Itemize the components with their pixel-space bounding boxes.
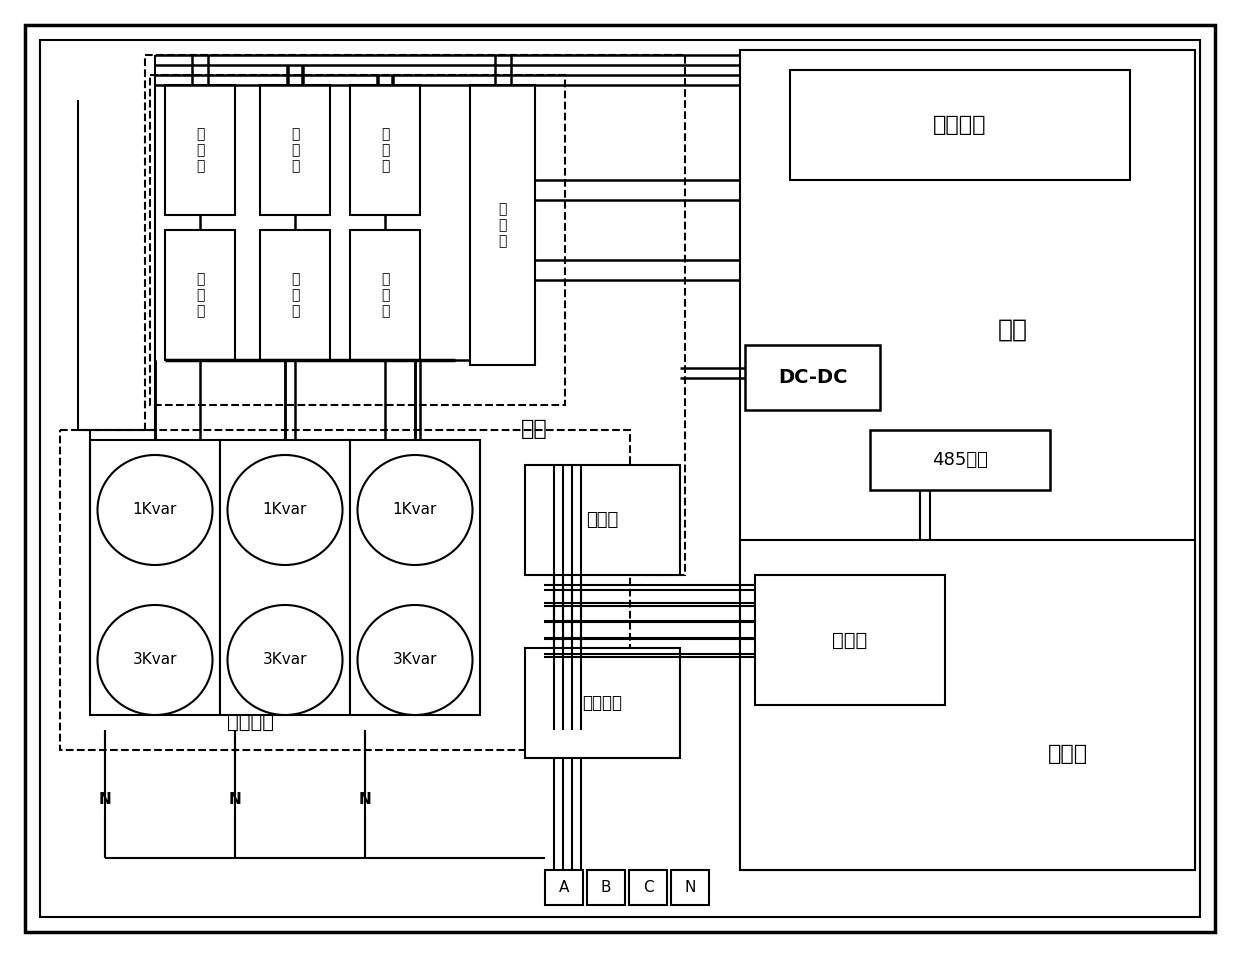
FancyBboxPatch shape <box>350 85 420 215</box>
FancyBboxPatch shape <box>740 50 1195 870</box>
FancyBboxPatch shape <box>145 55 684 575</box>
Text: 交采板: 交采板 <box>1048 745 1087 765</box>
Ellipse shape <box>357 605 472 715</box>
FancyBboxPatch shape <box>546 870 583 905</box>
FancyBboxPatch shape <box>745 345 880 410</box>
FancyBboxPatch shape <box>790 70 1130 180</box>
Text: 开
关
板: 开 关 板 <box>196 272 205 318</box>
FancyBboxPatch shape <box>525 465 680 575</box>
FancyBboxPatch shape <box>740 540 1195 870</box>
FancyBboxPatch shape <box>91 440 219 715</box>
FancyBboxPatch shape <box>350 230 420 360</box>
FancyBboxPatch shape <box>755 575 945 705</box>
Text: 1Kvar: 1Kvar <box>133 502 177 518</box>
FancyBboxPatch shape <box>350 440 480 715</box>
Ellipse shape <box>98 455 212 565</box>
Text: 微断开关: 微断开关 <box>583 694 622 712</box>
Ellipse shape <box>227 455 342 565</box>
FancyBboxPatch shape <box>219 440 350 715</box>
Text: 基板: 基板 <box>521 419 547 439</box>
FancyBboxPatch shape <box>629 870 667 905</box>
Text: B: B <box>600 880 611 895</box>
Text: 开
关
板: 开 关 板 <box>196 126 205 173</box>
Text: N: N <box>99 792 112 808</box>
Text: 电容器组: 电容器组 <box>227 713 274 731</box>
Text: N: N <box>684 880 696 895</box>
FancyBboxPatch shape <box>260 85 330 215</box>
FancyBboxPatch shape <box>40 40 1200 917</box>
FancyBboxPatch shape <box>260 230 330 360</box>
Text: 主板: 主板 <box>998 318 1028 342</box>
Text: N: N <box>228 792 242 808</box>
FancyBboxPatch shape <box>150 75 565 405</box>
Ellipse shape <box>227 605 342 715</box>
Text: 显示模块: 显示模块 <box>934 115 987 135</box>
Text: 485接口: 485接口 <box>932 451 988 469</box>
FancyBboxPatch shape <box>470 85 534 365</box>
Text: C: C <box>642 880 653 895</box>
Text: 1Kvar: 1Kvar <box>263 502 308 518</box>
Text: 开
关
板: 开 关 板 <box>381 272 389 318</box>
FancyBboxPatch shape <box>60 430 630 750</box>
Text: 开
关
板: 开 关 板 <box>498 202 507 248</box>
Text: 开
关
板: 开 关 板 <box>291 272 299 318</box>
FancyBboxPatch shape <box>671 870 709 905</box>
FancyBboxPatch shape <box>525 648 680 758</box>
Text: 3Kvar: 3Kvar <box>263 653 308 667</box>
FancyBboxPatch shape <box>25 25 1215 932</box>
Text: A: A <box>559 880 569 895</box>
FancyBboxPatch shape <box>870 430 1050 490</box>
Text: 3Kvar: 3Kvar <box>133 653 177 667</box>
Text: 1Kvar: 1Kvar <box>393 502 438 518</box>
Text: N: N <box>358 792 371 808</box>
Text: 变压器: 变压器 <box>587 511 619 529</box>
FancyBboxPatch shape <box>587 870 625 905</box>
Text: 开
关
板: 开 关 板 <box>381 126 389 173</box>
FancyBboxPatch shape <box>165 230 236 360</box>
Ellipse shape <box>357 455 472 565</box>
Ellipse shape <box>98 605 212 715</box>
Text: 3Kvar: 3Kvar <box>393 653 438 667</box>
Text: DC-DC: DC-DC <box>777 368 847 387</box>
Text: 开
关
板: 开 关 板 <box>291 126 299 173</box>
Text: 互感器: 互感器 <box>832 631 868 650</box>
FancyBboxPatch shape <box>165 85 236 215</box>
